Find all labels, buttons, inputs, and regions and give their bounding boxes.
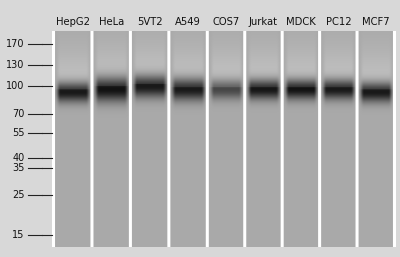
Text: A549: A549 xyxy=(175,16,201,26)
Text: HeLa: HeLa xyxy=(98,16,124,26)
Text: MDCK: MDCK xyxy=(286,16,316,26)
Text: 70: 70 xyxy=(12,109,24,119)
Text: COS7: COS7 xyxy=(212,16,240,26)
Text: PC12: PC12 xyxy=(326,16,351,26)
Text: 15: 15 xyxy=(12,231,24,240)
Text: MCF7: MCF7 xyxy=(362,16,390,26)
Text: 170: 170 xyxy=(6,39,24,49)
Text: 35: 35 xyxy=(12,163,24,173)
Text: 55: 55 xyxy=(12,128,24,138)
Text: Jurkat: Jurkat xyxy=(249,16,278,26)
Text: 5VT2: 5VT2 xyxy=(137,16,162,26)
Text: 25: 25 xyxy=(12,190,24,200)
Text: 40: 40 xyxy=(12,153,24,163)
Text: 100: 100 xyxy=(6,81,24,90)
Text: 130: 130 xyxy=(6,60,24,70)
Text: HepG2: HepG2 xyxy=(56,16,90,26)
